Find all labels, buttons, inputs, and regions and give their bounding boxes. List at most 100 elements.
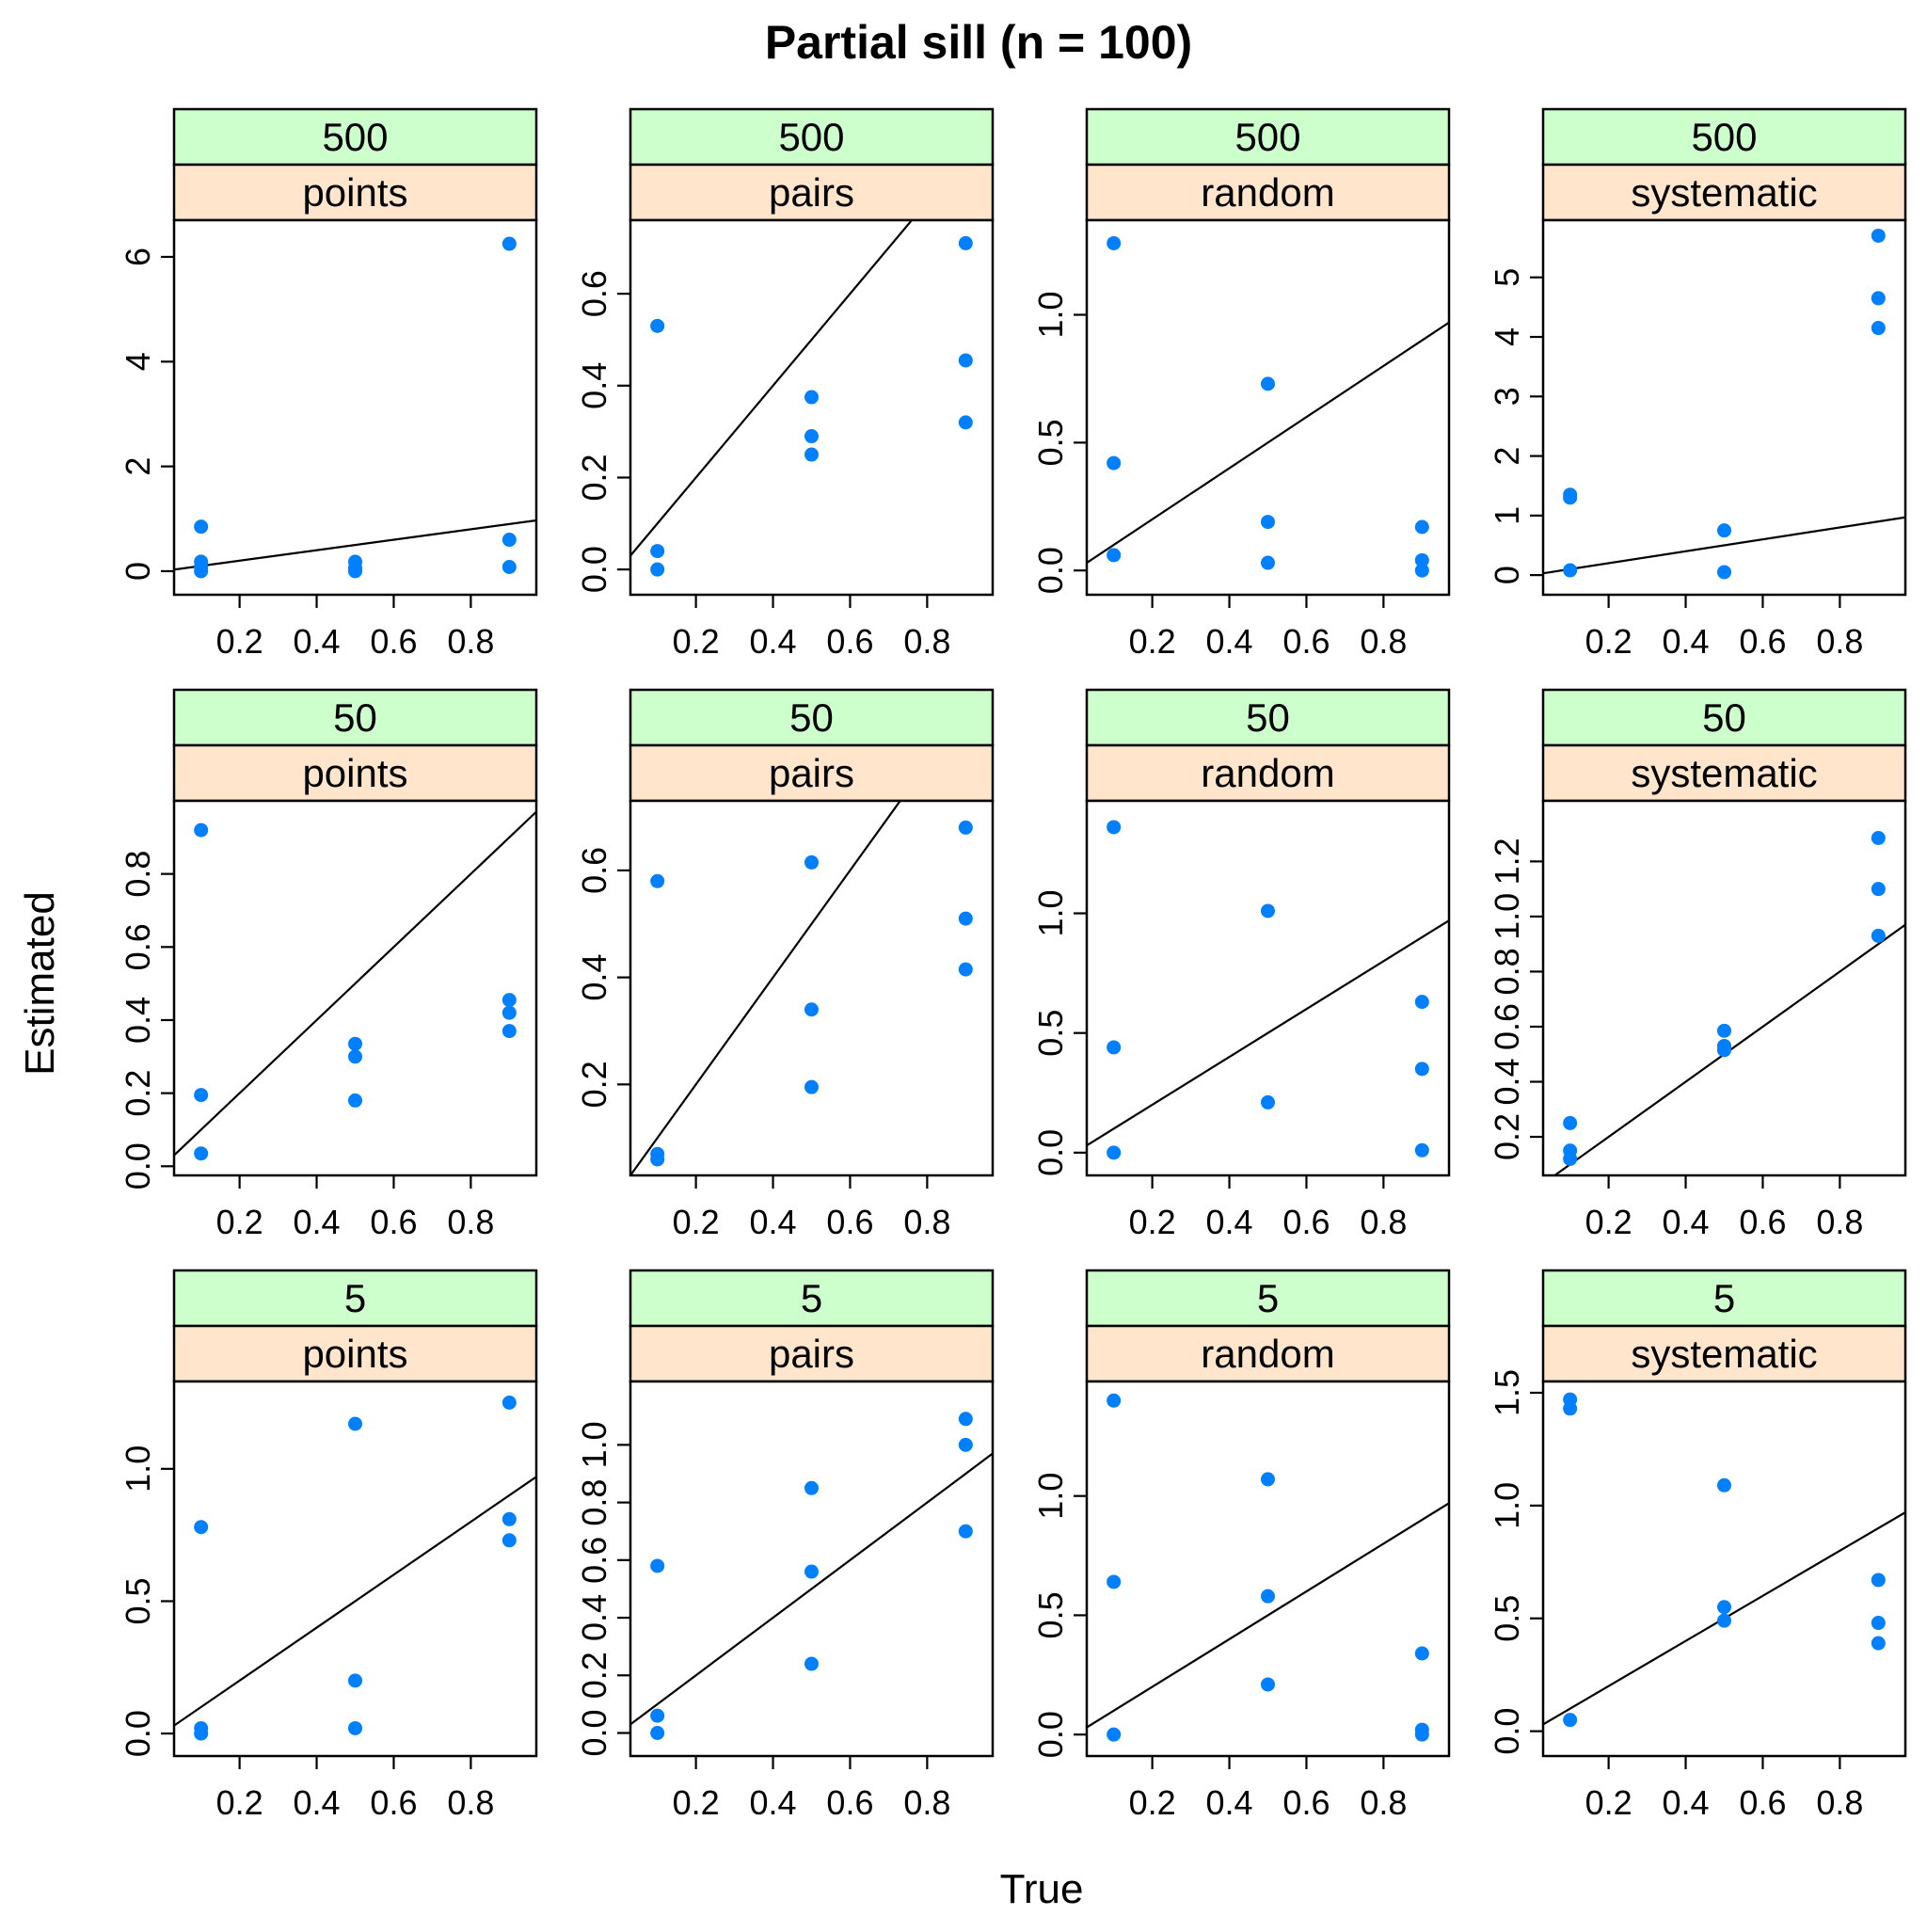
plot-area [174, 801, 536, 1175]
y-tick-label: 4 [119, 352, 157, 371]
strip-bottom-label: points [302, 170, 407, 215]
x-tick-label: 0.4 [750, 1783, 797, 1822]
data-point [502, 1024, 517, 1039]
x-tick-label: 0.6 [1739, 622, 1786, 661]
strip-bottom [629, 163, 995, 222]
strip-bottom [172, 743, 538, 803]
data-point [1563, 1713, 1578, 1728]
x-tick-label: 0.6 [370, 1203, 417, 1241]
strip-bottom-label: points [302, 1332, 407, 1376]
strip-bottom-label: random [1201, 1332, 1334, 1376]
strip-bottom-label: systematic [1631, 1332, 1817, 1376]
y-tick-label: 0.0 [1031, 1129, 1070, 1176]
strip-bottom [1541, 743, 1907, 803]
data-point [1107, 1040, 1122, 1055]
strip-top-label: 5 [1257, 1276, 1279, 1320]
data-point [348, 1416, 362, 1431]
data-point [1414, 1142, 1429, 1158]
plot-frame [629, 1380, 995, 1758]
x-tick-label: 0.2 [1585, 1203, 1632, 1241]
strip-bottom-label: pairs [769, 751, 854, 795]
panel-1: 500 points 0.2 0.4 0.6 0.8 0 2 4 6 [119, 107, 538, 661]
strip-bottom [1541, 1324, 1907, 1383]
plot-frame [172, 218, 538, 597]
data-point [958, 1437, 973, 1452]
data-point [1414, 552, 1429, 567]
y-tick-label: 1.0 [1488, 893, 1526, 940]
y-tick-label: 1.0 [1031, 291, 1070, 338]
data-point [1563, 1151, 1578, 1166]
plot-frame [1085, 1380, 1451, 1758]
x-tick-label: 0.4 [750, 1203, 797, 1241]
data-point [194, 822, 209, 838]
data-point [1563, 490, 1578, 505]
data-point [194, 1088, 209, 1103]
strip-bottom-label: points [302, 751, 407, 795]
x-tick-label: 0.2 [673, 1203, 720, 1241]
data-point [1261, 1472, 1275, 1487]
x-tick-label: 0.4 [1663, 622, 1710, 661]
panel-4: 500 systematic 0.2 0.4 0.6 0.8 0 1 2 3 4 5 [1488, 107, 1907, 661]
data-point [502, 236, 517, 251]
y-tick-label: 0.0 [575, 1709, 613, 1756]
x-tick-label: 0.6 [1282, 622, 1330, 661]
data-point [1107, 455, 1122, 471]
data-point [1871, 928, 1886, 943]
x-tick-label: 0.6 [1282, 1203, 1330, 1241]
y-tick-label: 0.5 [1031, 1010, 1070, 1057]
x-axis-label: True [1000, 1866, 1084, 1912]
y-tick-label: 0.2 [1488, 1113, 1526, 1160]
reference-line [1087, 1502, 1449, 1729]
panel-12: 5 systematic 0.2 0.4 0.6 0.8 0.0 0.5 1.0 1.5 [1488, 1269, 1907, 1822]
y-tick-label: 0.0 [119, 1710, 157, 1757]
y-tick-label: 0.2 [575, 1652, 613, 1699]
data-point [502, 1533, 517, 1548]
plot-area [630, 220, 993, 595]
data-point [502, 993, 517, 1008]
reference-line [630, 220, 914, 557]
x-tick-label: 0.4 [294, 1783, 341, 1822]
data-point [1871, 831, 1886, 846]
panel-3: 500 random 0.2 0.4 0.6 0.8 0.0 0.5 1.0 [1031, 107, 1451, 661]
panel-5: 50 points 0.2 0.4 0.6 0.8 0.0 0.2 0.4 0.6 0.8 [119, 688, 538, 1241]
x-tick-label: 0.6 [1739, 1783, 1786, 1822]
y-tick-label: 4 [1488, 327, 1526, 346]
reference-line [630, 1452, 993, 1726]
y-tick-label: 0.0 [1031, 1711, 1070, 1758]
data-point [1563, 1115, 1578, 1130]
data-point [804, 429, 819, 444]
data-point [650, 1558, 665, 1573]
strip-top-label: 5 [801, 1276, 822, 1320]
y-tick-label: 0.4 [575, 362, 613, 409]
strip-top [172, 107, 538, 167]
x-tick-label: 0.8 [447, 1203, 494, 1241]
reference-line [630, 801, 902, 1175]
x-tick-label: 0.8 [447, 1783, 494, 1822]
plot-frame [1541, 799, 1907, 1177]
data-point [958, 820, 973, 835]
data-point [650, 544, 665, 559]
data-point [650, 1152, 665, 1167]
chart-title: Partial sill (n = 100) [765, 16, 1192, 69]
data-point [1717, 1600, 1731, 1615]
y-tick-label: 0.6 [575, 1537, 613, 1584]
x-tick-label: 0.8 [1360, 1783, 1407, 1822]
y-tick-label: 0.4 [1488, 1058, 1526, 1105]
data-point [804, 1564, 819, 1579]
panel-7: 50 random 0.2 0.4 0.6 0.8 0.0 0.5 1.0 [1031, 688, 1451, 1241]
data-point [650, 562, 665, 577]
y-tick-label: 0.0 [119, 1142, 157, 1190]
data-point [1871, 882, 1886, 897]
y-tick-label: 0.0 [1031, 547, 1070, 594]
data-point [502, 1396, 517, 1411]
data-point [1871, 1636, 1886, 1651]
x-tick-label: 0.4 [1663, 1783, 1710, 1822]
strip-top-label: 5 [344, 1276, 366, 1320]
data-point [194, 1146, 209, 1161]
panel-9: 5 points 0.2 0.4 0.6 0.8 0.0 0.5 1.0 [119, 1269, 538, 1822]
x-tick-label: 0.4 [1206, 622, 1253, 661]
y-tick-label: 0.6 [119, 923, 157, 970]
data-point [650, 318, 665, 333]
